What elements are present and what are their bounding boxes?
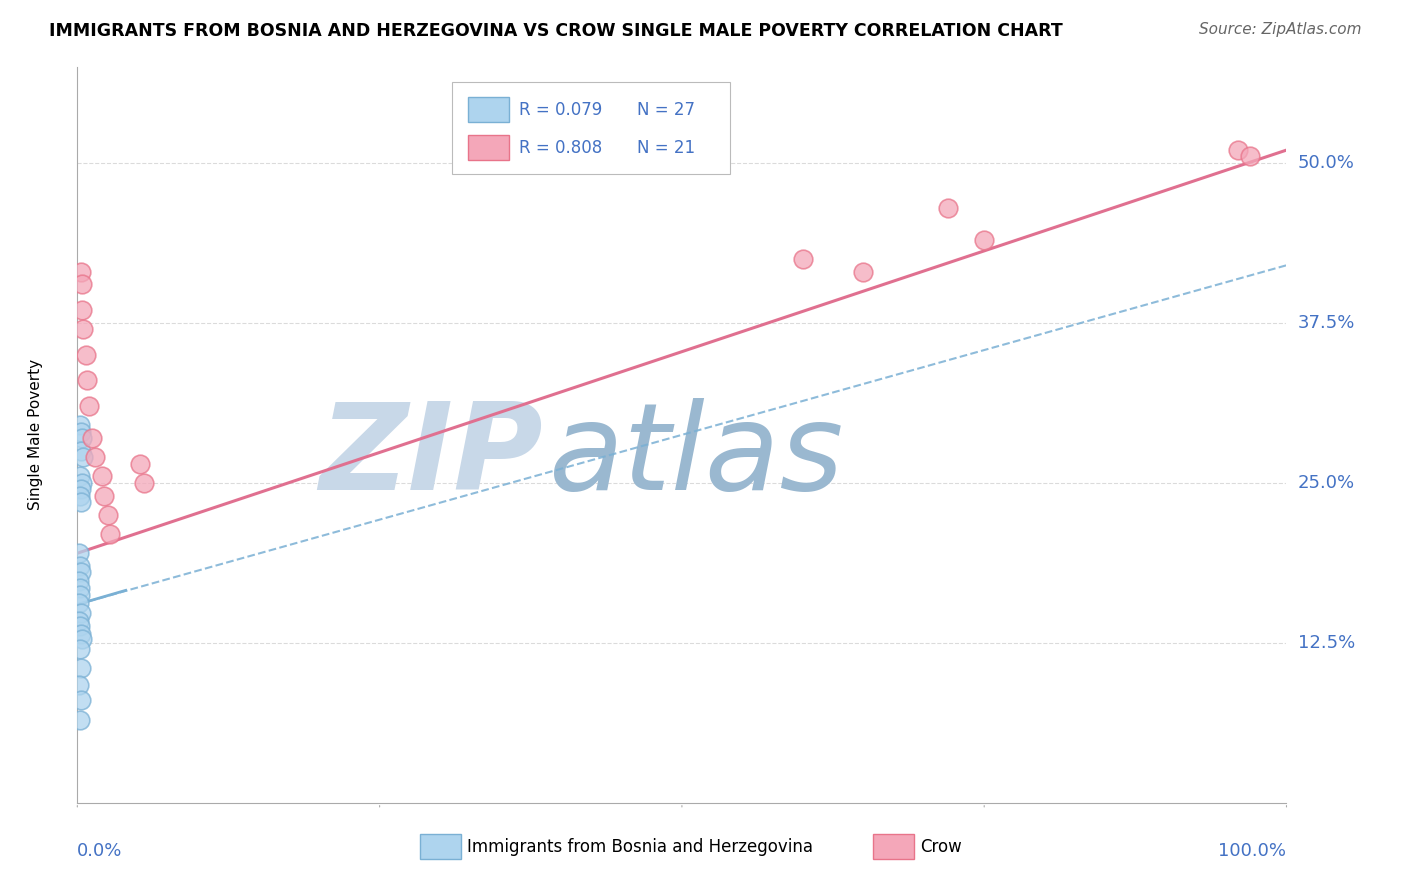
Point: [67, 678, 90, 692]
Text: Source: ZipAtlas.com: Source: ZipAtlas.com: [1198, 22, 1361, 37]
Point: [70, 627, 93, 641]
Point: [69, 469, 91, 483]
Point: [90, 469, 112, 483]
Point: [79, 399, 101, 413]
Text: IMMIGRANTS FROM BOSNIA AND HERZEGOVINA VS CROW SINGLE MALE POVERTY CORRELATION C: IMMIGRANTS FROM BOSNIA AND HERZEGOVINA V…: [49, 22, 1063, 40]
Text: R = 0.808: R = 0.808: [519, 139, 602, 157]
Point: [67, 546, 90, 560]
Point: [70, 475, 93, 490]
Point: [1239, 149, 1261, 163]
Text: atlas: atlas: [548, 399, 844, 516]
FancyBboxPatch shape: [419, 834, 461, 860]
Text: 0.0%: 0.0%: [77, 842, 122, 860]
Point: [69, 489, 91, 503]
Point: [936, 201, 959, 215]
Point: [69, 581, 91, 595]
Point: [70, 443, 93, 458]
Point: [98, 527, 121, 541]
Point: [84, 450, 107, 465]
Text: 100.0%: 100.0%: [1219, 842, 1286, 860]
Point: [70, 566, 93, 580]
Point: [70, 495, 93, 509]
Point: [70, 693, 93, 707]
Text: 37.5%: 37.5%: [1298, 314, 1355, 332]
FancyBboxPatch shape: [468, 136, 509, 161]
Text: Single Male Poverty: Single Male Poverty: [28, 359, 44, 510]
FancyBboxPatch shape: [453, 81, 730, 174]
Point: [69, 619, 91, 633]
Point: [132, 475, 155, 490]
Point: [67, 596, 90, 610]
Point: [80, 431, 103, 445]
Text: N = 21: N = 21: [637, 139, 696, 157]
Point: [69, 559, 91, 574]
Point: [852, 265, 875, 279]
Point: [72, 450, 94, 465]
Point: [75, 348, 97, 362]
Text: Crow: Crow: [920, 838, 962, 856]
FancyBboxPatch shape: [468, 97, 509, 122]
Point: [70, 265, 93, 279]
Point: [67, 614, 90, 628]
Point: [129, 457, 152, 471]
Point: [1227, 143, 1250, 157]
FancyBboxPatch shape: [873, 834, 914, 860]
Text: Immigrants from Bosnia and Herzegovina: Immigrants from Bosnia and Herzegovina: [467, 838, 813, 856]
Point: [72, 322, 94, 336]
Text: ZIP: ZIP: [319, 399, 543, 516]
Text: R = 0.079: R = 0.079: [519, 101, 602, 119]
Point: [973, 233, 995, 247]
Text: 12.5%: 12.5%: [1298, 634, 1355, 652]
Point: [70, 661, 93, 675]
Point: [76, 374, 98, 388]
Text: 25.0%: 25.0%: [1298, 474, 1355, 491]
Point: [96, 508, 118, 522]
Point: [70, 303, 93, 318]
Point: [70, 425, 93, 439]
Point: [792, 252, 814, 266]
Text: 50.0%: 50.0%: [1298, 154, 1354, 172]
Point: [70, 431, 93, 445]
Point: [67, 574, 90, 589]
Text: N = 27: N = 27: [637, 101, 695, 119]
Point: [93, 489, 115, 503]
Point: [70, 482, 93, 496]
Point: [70, 632, 93, 646]
Point: [69, 418, 91, 433]
Point: [70, 607, 93, 621]
Point: [69, 713, 91, 727]
Point: [69, 589, 91, 603]
Point: [69, 642, 91, 657]
Point: [70, 277, 93, 292]
